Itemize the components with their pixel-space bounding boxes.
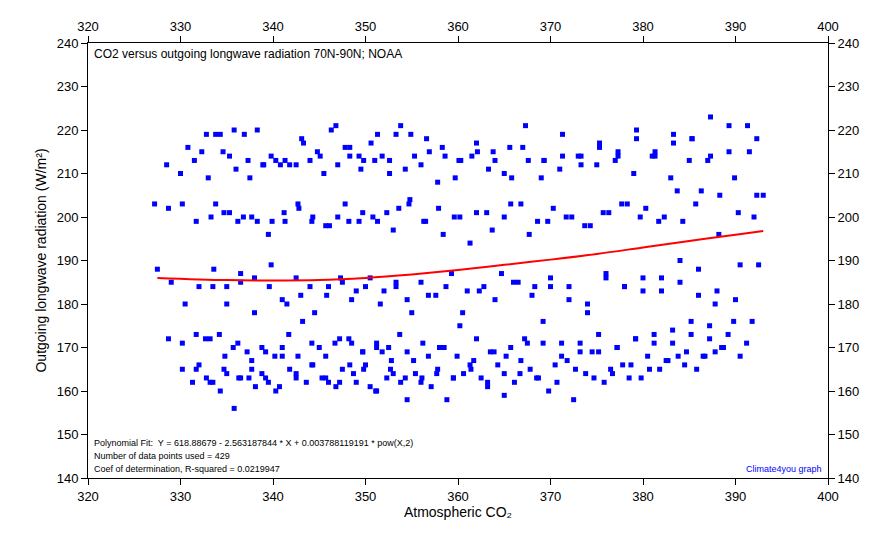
svg-text:230: 230: [57, 79, 79, 94]
svg-text:360: 360: [447, 489, 469, 504]
svg-text:Coef of determination, R-squar: Coef of determination, R-squared = 0.021…: [94, 464, 280, 474]
svg-text:380: 380: [632, 489, 654, 504]
svg-text:340: 340: [262, 489, 284, 504]
svg-text:210: 210: [838, 166, 860, 181]
svg-text:Atmospheric CO₂: Atmospheric CO₂: [404, 504, 512, 520]
svg-text:330: 330: [170, 489, 192, 504]
svg-text:390: 390: [725, 19, 747, 34]
svg-text:170: 170: [838, 340, 860, 355]
svg-text:Number of data points used = 4: Number of data points used = 429: [94, 451, 230, 461]
svg-text:140: 140: [838, 471, 860, 486]
svg-text:240: 240: [838, 36, 860, 51]
svg-text:200: 200: [57, 210, 79, 225]
svg-text:210: 210: [57, 166, 79, 181]
svg-text:350: 350: [355, 19, 377, 34]
svg-text:400: 400: [817, 489, 839, 504]
svg-text:360: 360: [447, 19, 469, 34]
svg-text:240: 240: [57, 36, 79, 51]
svg-text:150: 150: [57, 427, 79, 442]
svg-text:320: 320: [77, 489, 99, 504]
svg-text:220: 220: [57, 123, 79, 138]
svg-text:190: 190: [57, 253, 79, 268]
svg-text:340: 340: [262, 19, 284, 34]
svg-text:380: 380: [632, 19, 654, 34]
svg-text:Outgoing longwave radiation (W: Outgoing longwave radiation (W/m²): [33, 148, 49, 372]
svg-text:Polynomial Fit: Y = 618.88679: Polynomial Fit: Y = 618.88679 - 2.563187…: [94, 438, 413, 448]
svg-text:190: 190: [838, 253, 860, 268]
svg-text:CO2 versus outgoing longwave r: CO2 versus outgoing longwave radiation 7…: [94, 47, 402, 61]
svg-text:320: 320: [77, 19, 99, 34]
svg-text:170: 170: [57, 340, 79, 355]
svg-text:400: 400: [817, 19, 839, 34]
svg-text:180: 180: [57, 297, 79, 312]
svg-text:160: 160: [838, 384, 860, 399]
svg-text:Climate4you graph: Climate4you graph: [746, 464, 822, 474]
svg-text:390: 390: [725, 489, 747, 504]
svg-text:230: 230: [838, 79, 860, 94]
svg-text:330: 330: [170, 19, 192, 34]
svg-text:150: 150: [838, 427, 860, 442]
svg-text:370: 370: [540, 19, 562, 34]
svg-text:200: 200: [838, 210, 860, 225]
svg-text:160: 160: [57, 384, 79, 399]
svg-text:220: 220: [838, 123, 860, 138]
svg-text:140: 140: [57, 471, 79, 486]
svg-text:180: 180: [838, 297, 860, 312]
svg-text:370: 370: [540, 489, 562, 504]
svg-text:350: 350: [355, 489, 377, 504]
